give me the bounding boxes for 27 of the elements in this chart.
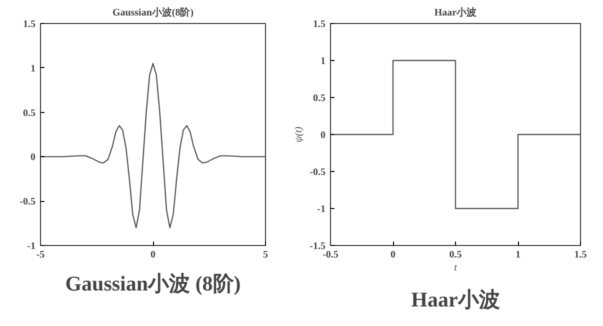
y-tick-label: -1.5 bbox=[310, 241, 326, 252]
line-series bbox=[40, 62, 266, 228]
y-tick-label: 1.5 bbox=[23, 19, 36, 30]
y-tick-label: 1 bbox=[30, 63, 36, 74]
y-tick-label: -1 bbox=[317, 204, 326, 215]
chart-title: Haar小波 bbox=[434, 6, 478, 18]
x-tick-label: -5 bbox=[36, 250, 45, 260]
x-tick-label: 0 bbox=[150, 250, 156, 260]
y-tick-label: 0 bbox=[30, 152, 36, 164]
text: Gaussian小波 (8阶) bbox=[65, 272, 241, 296]
y-tick-label: -0.5 bbox=[310, 167, 326, 178]
y-tick-label: -1 bbox=[27, 241, 36, 252]
x-tick-label: 1.5 bbox=[574, 250, 587, 260]
y-tick-label: 1.5 bbox=[313, 19, 326, 30]
text: Haar小波 bbox=[411, 288, 500, 312]
y-tick-label: -0.5 bbox=[20, 196, 36, 208]
y-tick-label: 0.5 bbox=[313, 93, 326, 104]
x-tick-label: 1 bbox=[516, 250, 520, 260]
x-axis-title: t bbox=[454, 262, 458, 274]
y-axis-title: ψ(t) bbox=[294, 126, 305, 142]
x-tick-label: 0.5 bbox=[449, 250, 462, 260]
x-tick-label: 5 bbox=[263, 250, 268, 260]
y-tick-label: 1 bbox=[320, 56, 326, 67]
y-tick-label: 0.5 bbox=[23, 108, 36, 119]
x-tick-label: 0 bbox=[390, 250, 396, 260]
y-tick-label: 0 bbox=[320, 130, 326, 141]
chart-title: Gaussian小波(8阶) bbox=[112, 6, 194, 18]
